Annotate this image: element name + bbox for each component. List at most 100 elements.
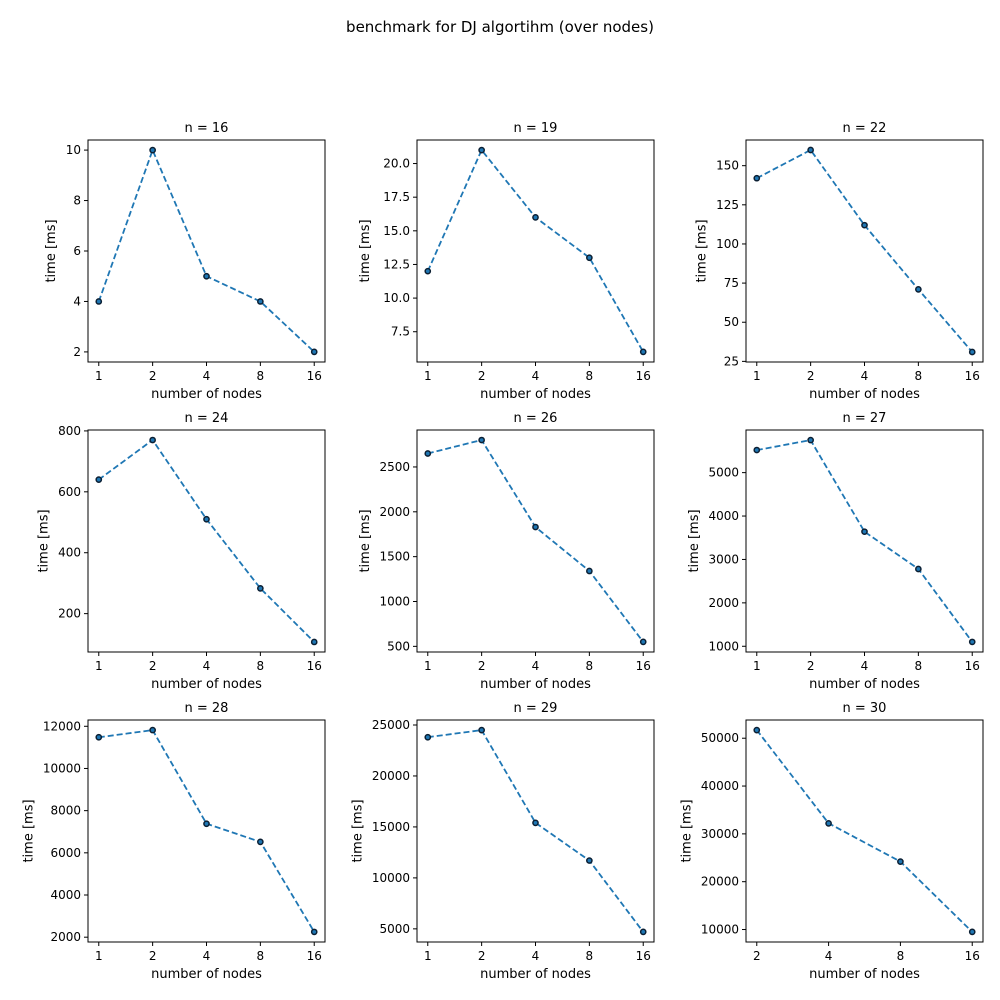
x-tick-label: 8 (586, 949, 594, 963)
x-tick-label: 8 (257, 369, 265, 383)
x-tick-label: 4 (532, 369, 540, 383)
plot-area-frame (416, 139, 655, 363)
y-tick-label: 8000 (50, 804, 81, 818)
data-point (310, 348, 318, 356)
y-tick-label: 20.0 (383, 157, 410, 171)
x-tick-label: 1 (424, 659, 432, 673)
y-tick-label: 12000 (43, 719, 81, 733)
x-tick-label: 4 (861, 369, 869, 383)
y-tick-label: 2000 (708, 596, 739, 610)
plot-area-frame (87, 429, 326, 653)
x-tick-label: 2 (807, 369, 815, 383)
x-tick-label: 1 (753, 369, 761, 383)
y-tick-label: 1000 (379, 595, 410, 609)
series-line (97, 147, 315, 353)
data-point (915, 286, 922, 293)
y-tick-label: 10.0 (383, 291, 410, 305)
x-axis-label: number of nodes (151, 967, 262, 982)
x-tick-label: 4 (825, 949, 833, 963)
y-tick-label: 12.5 (383, 257, 410, 271)
x-tick-label: 16 (307, 369, 322, 383)
y-tick-label: 5000 (708, 466, 739, 480)
x-tick-label: 8 (257, 659, 265, 673)
y-tick-label: 2500 (379, 460, 410, 474)
data-point (424, 450, 432, 457)
x-tick-label: 16 (307, 949, 322, 963)
data-point (586, 254, 593, 262)
data-point (639, 638, 647, 646)
y-tick-label: 5000 (379, 922, 410, 936)
x-tick-label: 8 (915, 369, 923, 383)
subplot-4: n = 24 200 400 600 800 1 2 4 8 16 number of nodes t… (37, 411, 326, 692)
x-tick-label: 4 (861, 659, 869, 673)
x-tick-label: 8 (586, 369, 594, 383)
y-tick-label: 100 (716, 237, 739, 251)
series-line (756, 148, 973, 353)
data-point (753, 726, 761, 734)
y-tick-label: 2000 (50, 930, 81, 944)
x-tick-label: 16 (965, 949, 980, 963)
data-point (532, 819, 539, 827)
x-axis-label: number of nodes (809, 387, 920, 402)
x-axis-label: number of nodes (809, 967, 920, 982)
x-tick-label: 1 (95, 659, 103, 673)
subplot-title: n = 30 (843, 701, 887, 716)
y-tick-label: 1500 (379, 550, 410, 564)
x-tick-label: 2 (478, 949, 486, 963)
y-tick-label: 4000 (50, 888, 81, 902)
data-point (639, 348, 647, 356)
y-axis-label: time [ms] (358, 219, 373, 282)
y-tick-label: 4 (73, 294, 81, 308)
plot-area-frame (87, 719, 326, 943)
subplot-title: n = 28 (185, 701, 229, 716)
y-axis-label: time [ms] (44, 219, 59, 282)
plot-area-frame (416, 719, 655, 943)
data-point (310, 928, 318, 936)
y-axis-label: time [ms] (37, 509, 52, 572)
y-axis-label: time [ms] (695, 219, 710, 282)
data-point (149, 726, 156, 734)
x-tick-label: 16 (636, 949, 651, 963)
x-tick-label: 8 (586, 659, 594, 673)
x-axis-label: number of nodes (151, 387, 262, 402)
y-axis-label: time [ms] (687, 509, 702, 572)
data-point (753, 446, 761, 454)
subplot-8: n = 29 5000 10000 15000 20000 25000 1 2 4 8 16 numb… (351, 701, 655, 982)
subplot-5: n = 26 500 1000 1500 2000 2500 1 2 4 8 16 number of… (358, 411, 655, 692)
y-tick-label: 7.5 (391, 325, 410, 339)
series-line (98, 438, 315, 643)
data-point (203, 515, 210, 523)
data-point (95, 476, 103, 483)
subplot-title: n = 27 (843, 411, 887, 426)
x-axis-label: number of nodes (151, 677, 262, 692)
data-point (586, 567, 593, 575)
plot-area-frame (745, 429, 984, 653)
x-tick-label: 2 (753, 949, 761, 963)
x-tick-label: 8 (257, 949, 265, 963)
x-axis-label: number of nodes (480, 387, 591, 402)
x-tick-label: 1 (424, 369, 432, 383)
y-tick-label: 25000 (372, 718, 410, 732)
data-point (424, 733, 432, 741)
x-tick-label: 4 (203, 949, 211, 963)
y-axis-label: time [ms] (680, 799, 695, 862)
y-tick-label: 20000 (372, 769, 410, 783)
data-point (807, 436, 814, 444)
figure-title: benchmark for DJ algortihm (over nodes) (346, 18, 654, 36)
y-tick-label: 20000 (701, 875, 739, 889)
x-axis-label: number of nodes (480, 677, 591, 692)
y-tick-label: 6000 (50, 846, 81, 860)
x-tick-label: 4 (532, 659, 540, 673)
subplot-title: n = 26 (514, 411, 558, 426)
y-tick-label: 25 (724, 354, 739, 368)
data-point (257, 838, 264, 846)
x-tick-label: 2 (807, 659, 815, 673)
data-point (825, 819, 832, 827)
data-point (478, 146, 485, 154)
data-point (310, 638, 318, 646)
y-tick-label: 6 (73, 244, 81, 258)
data-point (203, 272, 210, 280)
subplot-title: n = 19 (514, 121, 558, 136)
